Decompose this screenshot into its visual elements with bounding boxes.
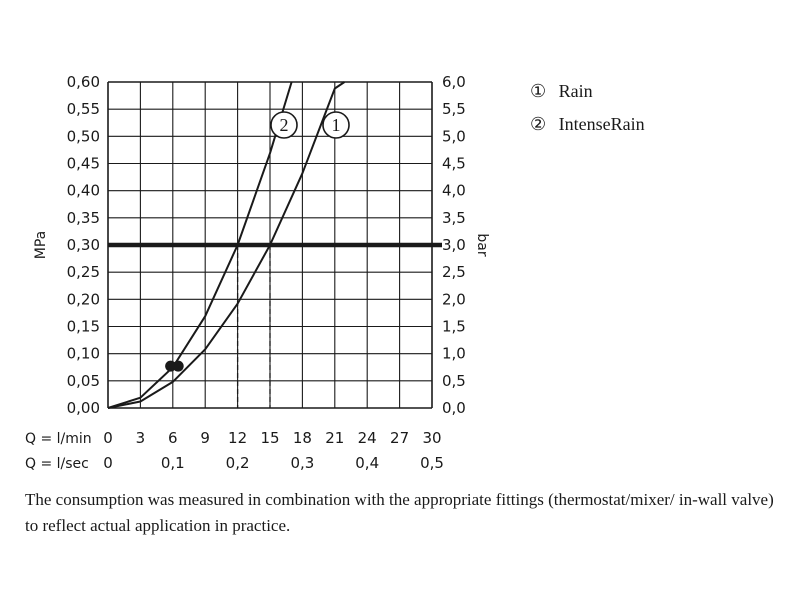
x-tick-label-lpm: 3	[136, 429, 146, 447]
y-tick-label-mpa: 0,20	[67, 290, 100, 308]
y-tick-label-mpa: 0,40	[67, 182, 100, 200]
legend-symbol-1: ①	[530, 81, 546, 101]
legend-symbol-2: ②	[530, 114, 546, 134]
curve-marker-circle-1	[322, 111, 350, 139]
x-tick-label-lpm: 6	[168, 429, 178, 447]
y-tick-label-mpa: 0,45	[67, 155, 100, 173]
pressure-flow-chart: 12 0,000,050,100,150,200,250,300,350,400…	[25, 73, 645, 472]
caption-text: The consumption was measured in combinat…	[25, 490, 774, 535]
x-tick-label-lpm: 9	[200, 429, 210, 447]
data-point-1	[165, 360, 177, 372]
y-tick-label-mpa: 0,60	[67, 73, 100, 91]
curve-marker-label-1: 1	[332, 115, 341, 135]
y-tick-label-bar: 3,0	[442, 236, 466, 254]
x-tick-label-lpm: 30	[422, 429, 441, 447]
legend-label-rain: Rain	[559, 81, 593, 101]
series-curve-rain	[107, 81, 346, 409]
y-tick-label-mpa: 0,10	[67, 345, 100, 363]
y-axis-label-left: MPa	[33, 231, 49, 259]
y-tick-label-mpa: 0,50	[67, 127, 100, 145]
y-tick-label-bar: 4,5	[442, 155, 466, 173]
y-tick-label-mpa: 0,00	[67, 399, 100, 417]
x-tick-label-lpm: 15	[260, 429, 279, 447]
y-tick-label-bar: 6,0	[442, 73, 466, 91]
x-tick-label-lps: 0,2	[226, 454, 250, 472]
y-tick-label-bar: 1,0	[442, 345, 466, 363]
y-tick-label-mpa: 0,35	[67, 209, 100, 227]
tick-labels-group: 0,000,050,100,150,200,250,300,350,400,45…	[67, 73, 466, 472]
y-tick-label-bar: 2,5	[442, 263, 466, 281]
x-tick-label-lpm: 12	[228, 429, 247, 447]
series-curve-intenserain	[107, 81, 293, 409]
data-point-2	[172, 360, 184, 372]
legend-item-rain: ① Rain	[530, 81, 593, 101]
x-axis-label-lpm: Q = l/min	[25, 431, 92, 447]
y-tick-label-mpa: 0,55	[67, 100, 100, 118]
y-tick-label-bar: 5,5	[442, 100, 466, 118]
series-group: 12	[107, 81, 350, 409]
y-axis-label-right: bar	[474, 233, 490, 256]
y-tick-label-bar: 2,0	[442, 290, 466, 308]
legend-item-intenserain: ② IntenseRain	[530, 114, 645, 134]
y-tick-label-mpa: 0,25	[67, 263, 100, 281]
x-tick-label-lps: 0,4	[355, 454, 379, 472]
x-tick-label-lpm: 0	[103, 429, 113, 447]
x-tick-label-lps: 0,5	[420, 454, 444, 472]
x-axis-label-lps: Q = l/sec	[25, 456, 89, 472]
legend: ① Rain ② IntenseRain	[530, 81, 645, 134]
y-tick-label-bar: 5,0	[442, 127, 466, 145]
reference-line-group	[108, 242, 442, 408]
x-tick-label-lps: 0,1	[161, 454, 185, 472]
y-tick-label-mpa: 0,15	[67, 318, 100, 336]
y-tick-label-bar: 0,0	[442, 399, 466, 417]
y-tick-label-mpa: 0,05	[67, 372, 100, 390]
curve-marker-label-2: 2	[280, 115, 289, 135]
x-tick-label-lps: 0,3	[290, 454, 314, 472]
curve-marker-circle-2	[270, 111, 298, 139]
x-tick-label-lpm: 24	[358, 429, 377, 447]
y-tick-label-mpa: 0,30	[67, 236, 100, 254]
y-tick-label-bar: 3,5	[442, 209, 466, 227]
legend-label-intenserain: IntenseRain	[559, 114, 645, 134]
y-tick-label-bar: 4,0	[442, 182, 466, 200]
x-tick-label-lps: 0	[103, 454, 113, 472]
y-tick-label-bar: 1,5	[442, 318, 466, 336]
x-tick-label-lpm: 27	[390, 429, 409, 447]
y-tick-label-bar: 0,5	[442, 372, 466, 390]
x-tick-label-lpm: 21	[325, 429, 344, 447]
x-tick-label-lpm: 18	[293, 429, 312, 447]
